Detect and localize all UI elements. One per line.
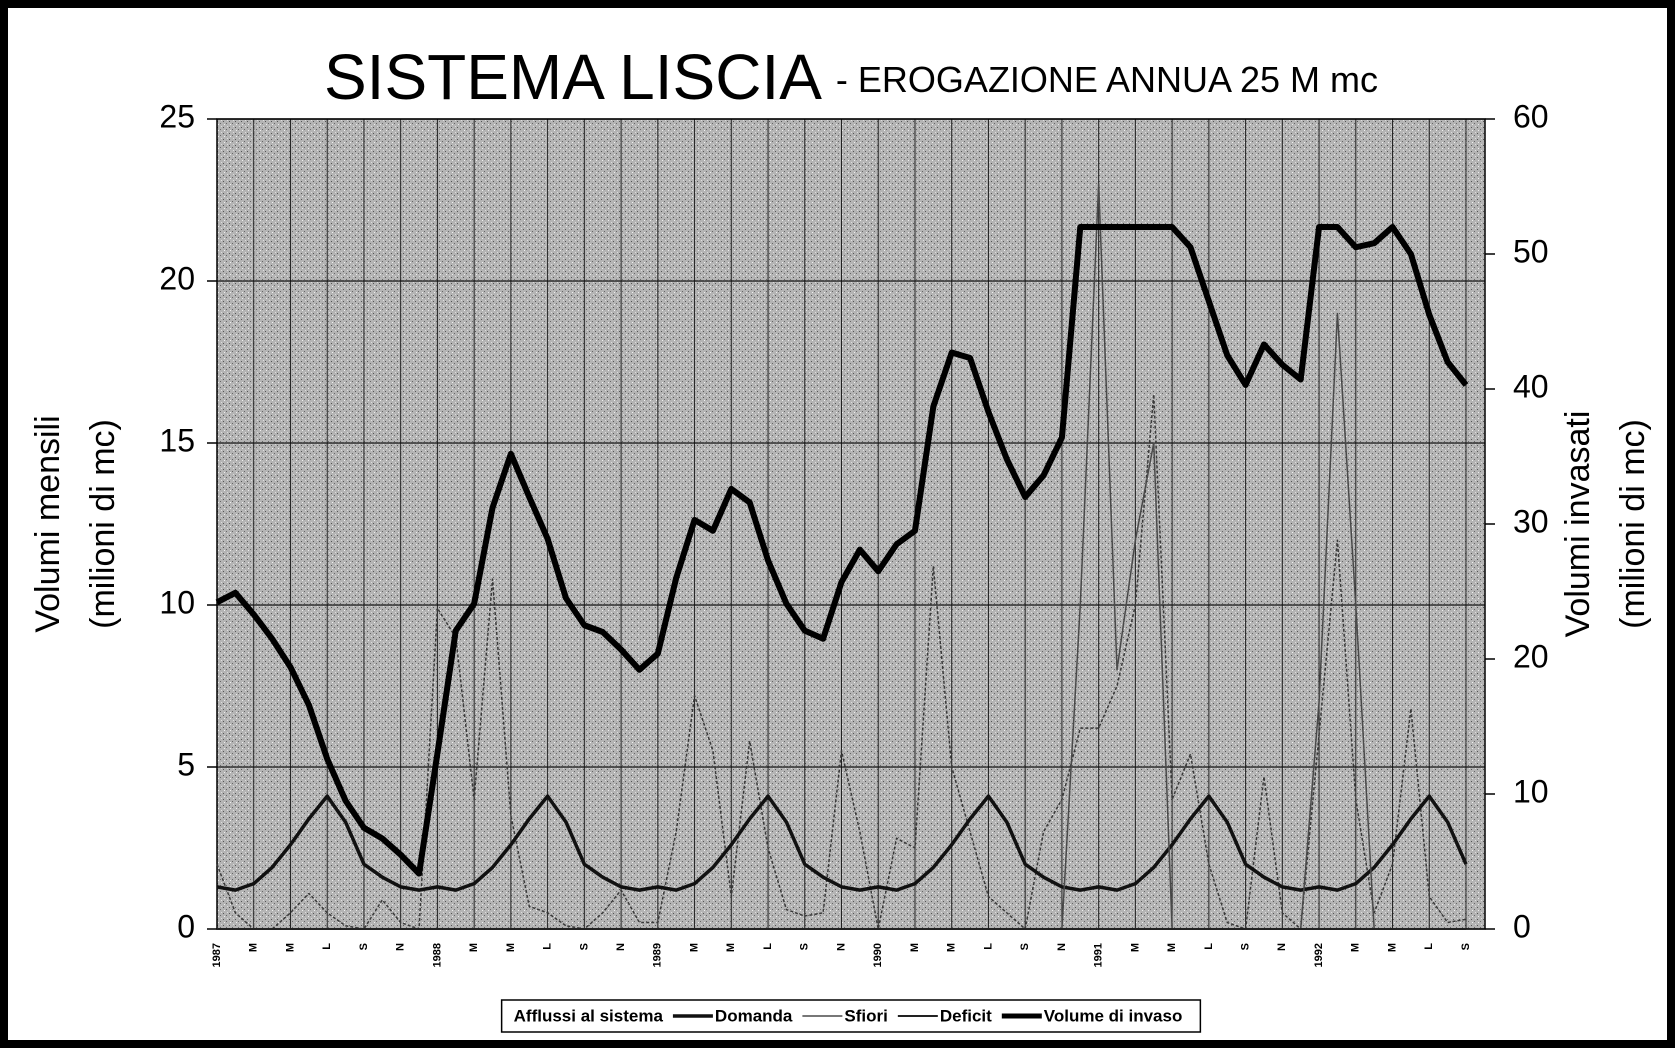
x-tick-label: L [321,943,333,950]
x-tick-label: N [395,943,407,951]
x-tick-label: N [615,943,627,951]
y-tick-label: 15 [159,422,195,458]
subtitle: - EROGAZIONE ANNUA 25 M mc [836,59,1378,100]
y-tick-label: 5 [177,746,195,782]
series-line [216,794,1468,892]
y2-tick-label: 10 [1513,773,1549,809]
y-axis-title: (milioni di mc) [84,419,122,629]
x-tick-label: N [1056,943,1068,951]
x-tick-label: L [762,943,774,950]
legend: Afflussi al sistema Domanda Sfiori Deficit V… [500,999,1202,1033]
x-tick-label: S [1019,943,1031,950]
x-tick-label: L [542,943,554,950]
title: SISTEMA LISCIA [324,41,822,113]
series-line [216,393,1467,930]
x-tick-label: M [1350,943,1362,952]
x-tick-label: M [688,943,700,952]
x-tick-label: 1987 [211,943,223,967]
x-tick-label: N [1276,943,1288,951]
x-tick-label: M [946,943,958,952]
legend-label: Volume di invaso [1044,1006,1183,1025]
legend-label: Sfiori [844,1006,887,1025]
x-tick-label: M [1386,943,1398,952]
legend-label: Domanda [715,1006,793,1025]
x-tick-label: M [468,943,480,952]
x-tick-label: 1988 [431,943,443,967]
y2-tick-label: 30 [1513,503,1549,539]
x-tick-label: M [725,943,737,952]
x-tick-label: 1989 [652,943,664,967]
x-tick-label: 1992 [1313,943,1325,967]
y-tick-label: 10 [159,584,195,620]
x-tick-label: 1990 [872,943,884,967]
x-tick-label: M [1166,943,1178,952]
y2-tick-label: 20 [1513,638,1549,674]
y2-axis-title: Volumi invasati [1559,411,1597,638]
x-tick-label: S [1460,943,1472,950]
x-tick-label: S [799,943,811,950]
y-tick-label: 25 [159,98,195,134]
y2-tick-label: 50 [1513,233,1549,269]
legend-label: Afflussi al sistema [514,1006,664,1025]
chart-title: SISTEMA LISCIA - EROGAZIONE ANNUA 25 M mc [324,41,1378,113]
x-tick-label: M [248,943,260,952]
series-line [215,224,1469,877]
x-tick-label: 1991 [1093,943,1105,967]
x-tick-label: L [1423,943,1435,950]
legend-box [500,999,1202,1033]
y2-tick-label: 0 [1513,908,1531,944]
legend-label: Deficit [940,1006,992,1025]
x-tick-label: S [1239,943,1251,950]
x-tick-label: M [505,943,517,952]
y-tick-label: 20 [159,260,195,296]
y-tick-label: 0 [177,908,195,944]
y2-axis-title: (milioni di mc) [1614,419,1652,629]
x-tick-label: L [982,943,994,950]
x-tick-label: S [578,943,590,950]
x-tick-label: M [284,943,296,952]
plot-area [217,119,1485,929]
y-axis-title: Volumi mensili [29,415,67,632]
y2-tick-label: 60 [1513,98,1549,134]
x-tick-label: M [1129,943,1141,952]
x-tick-label: L [1203,943,1215,950]
y2-tick-label: 40 [1513,368,1549,404]
x-tick-label: M [909,943,921,952]
x-tick-label: N [835,943,847,951]
x-tick-label: S [358,943,370,950]
